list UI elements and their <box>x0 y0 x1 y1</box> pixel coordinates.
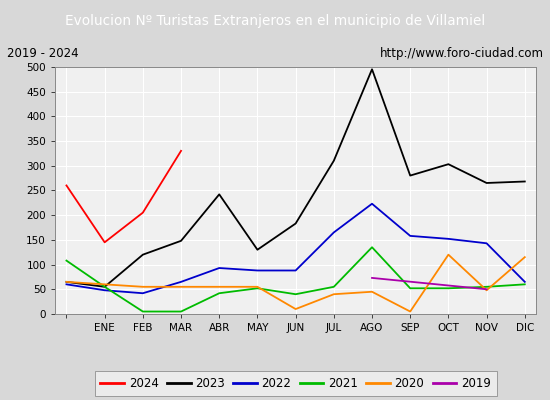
Text: Evolucion Nº Turistas Extranjeros en el municipio de Villamiel: Evolucion Nº Turistas Extranjeros en el … <box>65 14 485 28</box>
Text: 2019 - 2024: 2019 - 2024 <box>7 47 78 60</box>
Legend: 2024, 2023, 2022, 2021, 2020, 2019: 2024, 2023, 2022, 2021, 2020, 2019 <box>95 371 497 396</box>
Text: http://www.foro-ciudad.com: http://www.foro-ciudad.com <box>379 47 543 60</box>
